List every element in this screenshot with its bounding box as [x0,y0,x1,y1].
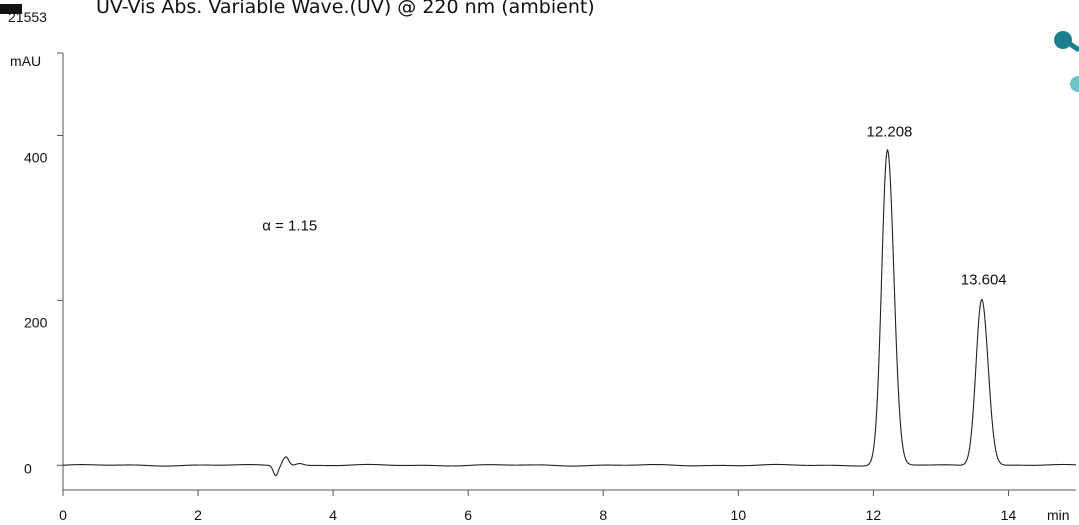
peak-label-1: 12.208 [867,123,913,140]
atom-light [1070,76,1079,92]
x-tick-label: 4 [329,507,337,523]
ticks: 0 2 4 6 8 10 12 14 0 200 400 [24,134,1017,523]
y-tick-label: 0 [24,460,32,476]
axes [57,52,1076,491]
x-axis-label: min [1047,507,1070,523]
x-tick-label: 14 [1001,507,1017,523]
x-tick-label: 2 [194,507,202,523]
x-tick-label: 10 [731,507,747,523]
x-tick-label: 8 [599,507,607,523]
menu-marker [0,4,22,14]
alpha-annotation: α = 1.15 [262,217,317,234]
y-axis-label: mAU [10,53,41,69]
peak-label-2: 13.604 [961,272,1007,289]
x-tick-label: 6 [464,507,472,523]
x-tick-label: 0 [59,507,67,523]
y-tick-label: 200 [24,314,48,330]
y-tick-label: 400 [24,149,48,165]
molecule-icon [1054,31,1079,92]
chromatogram-trace [62,148,1077,477]
x-tick-label: 12 [866,507,882,523]
chart-header: UV-Vis Abs. Variable Wave.(UV) @ 220 nm … [96,0,595,18]
peak-labels: 12.208 13.604 α = 1.15 [262,123,1006,288]
atom-dark [1054,31,1072,49]
traces [62,148,1077,477]
